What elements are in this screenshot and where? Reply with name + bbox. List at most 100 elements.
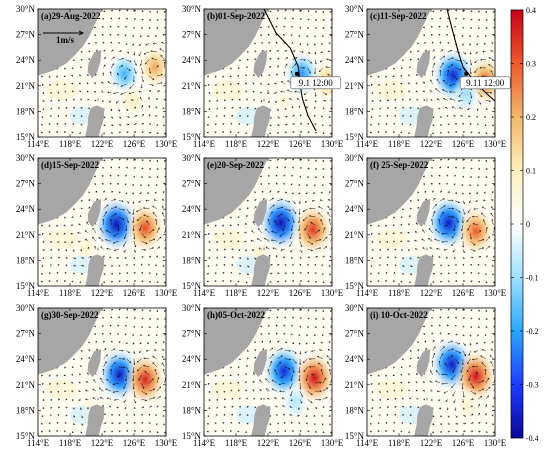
land-taiwan — [416, 199, 431, 228]
land-luzon — [85, 404, 105, 436]
y-tick-label: 27°N — [16, 179, 36, 189]
y-tick-label: 24°N — [345, 204, 365, 214]
y-tick-label: 27°N — [345, 179, 365, 189]
land-china — [38, 158, 102, 225]
y-tick-label: 15°N — [16, 281, 36, 291]
land-luzon — [414, 404, 434, 436]
eddy — [123, 352, 166, 407]
colorbar-tick-label: 0.1 — [526, 167, 536, 176]
eddy — [453, 386, 482, 424]
land-china — [367, 9, 431, 76]
y-tick-label: 15°N — [182, 281, 202, 291]
land-island — [101, 90, 103, 93]
x-tick-label: 130°E — [484, 139, 507, 149]
y-tick-label: 15°N — [16, 431, 36, 441]
land-taiwan — [416, 50, 431, 79]
land-luzon — [251, 404, 271, 436]
y-tick-label: 21°N — [182, 230, 202, 240]
y-tick-label: 24°N — [182, 354, 202, 364]
colorbar-tick-label: -0.1 — [526, 274, 539, 283]
x-tick-label: 114°E — [193, 139, 216, 149]
land-luzon — [251, 254, 271, 286]
y-tick-label: 15°N — [16, 132, 36, 142]
x-tick-label: 122°E — [91, 438, 114, 448]
x-tick-label: 114°E — [27, 438, 50, 448]
y-tick-label: 18°N — [182, 106, 202, 116]
land-taiwan — [253, 349, 268, 378]
y-tick-label: 27°N — [182, 329, 202, 339]
land-island — [97, 397, 99, 401]
eddy — [281, 383, 310, 421]
colorbar-tick-label: 0.2 — [526, 113, 536, 122]
y-tick-label: 30°N — [16, 153, 36, 163]
panel-label: (c)11-Sep-2022 — [370, 11, 427, 21]
y-tick-label: 27°N — [345, 329, 365, 339]
y-tick-label: 18°N — [345, 106, 365, 116]
x-tick-label: 118°E — [225, 288, 248, 298]
typhoon-track — [446, 9, 495, 102]
x-tick-label: 122°E — [257, 438, 280, 448]
x-tick-label: 122°E — [91, 139, 114, 149]
panel-2: 114°E 118°E 122°E 126°E 130°E 30°N 27°N 24°N 21°… — [182, 4, 344, 149]
land-taiwan — [253, 199, 268, 228]
x-tick-label: 130°E — [155, 438, 178, 448]
y-tick-label: 24°N — [182, 204, 202, 214]
panel-label: (f) 25-Sep-2022 — [370, 160, 429, 170]
colorbar: 0.4 0.3 0.2 0.1 0 -0.1 -0.2 -0.3 -0.4 — [510, 6, 539, 443]
land-luzon — [414, 254, 434, 286]
panel-3: 114°E 118°E 122°E 126°E 130°E 30°N 27°N 24°N 21°… — [345, 4, 511, 149]
land-luzon — [85, 105, 105, 137]
scale-label: 1m/s — [56, 35, 74, 45]
track-annotation-box — [290, 76, 342, 90]
y-tick-label: 15°N — [182, 132, 202, 142]
typhoon-track — [263, 9, 317, 132]
land-taiwan — [416, 349, 431, 378]
x-tick-label: 130°E — [155, 288, 178, 298]
track-annotation: 9.1 12:00 — [299, 78, 334, 88]
land-island — [97, 98, 99, 102]
land-island — [426, 247, 428, 251]
land-island — [267, 239, 269, 242]
colorbar-tick-label: 0 — [526, 220, 530, 229]
y-tick-label: 27°N — [345, 30, 365, 40]
y-tick-label: 24°N — [16, 354, 36, 364]
y-tick-label: 24°N — [345, 354, 365, 364]
panel-8: 114°E 118°E 122°E 126°E 130°E 30°N 27°N 24°N 21°… — [182, 303, 344, 448]
x-tick-label: 122°E — [257, 139, 280, 149]
y-tick-label: 18°N — [16, 106, 36, 116]
x-tick-label: 130°E — [484, 288, 507, 298]
land-taiwan — [87, 349, 102, 378]
x-tick-label: 118°E — [225, 139, 248, 149]
panel-6: 114°E 118°E 122°E 126°E 130°E 30°N 27°N 24°N 21°… — [345, 153, 507, 298]
y-tick-label: 18°N — [182, 255, 202, 265]
y-tick-label: 21°N — [345, 380, 365, 390]
x-tick-label: 126°E — [289, 288, 312, 298]
land-island — [263, 397, 265, 401]
land-island — [263, 247, 265, 251]
y-tick-label: 21°N — [345, 81, 365, 91]
land-island — [101, 389, 103, 392]
x-tick-label: 126°E — [123, 139, 146, 149]
land-island — [430, 239, 432, 242]
y-tick-label: 21°N — [182, 81, 202, 91]
land-island — [263, 98, 265, 102]
y-tick-label: 30°N — [182, 4, 202, 14]
colorbar-tick-label: -0.2 — [526, 327, 539, 336]
y-tick-label: 30°N — [16, 303, 36, 313]
x-tick-label: 118°E — [59, 288, 82, 298]
x-tick-label: 122°E — [91, 288, 114, 298]
panel-label: (i) 10-Oct-2022 — [370, 310, 428, 320]
velocity-vectors — [40, 158, 166, 284]
x-tick-label: 126°E — [123, 438, 146, 448]
x-tick-label: 130°E — [155, 139, 178, 149]
y-tick-label: 24°N — [345, 55, 365, 65]
panel-label: (h)05-Oct-2022 — [207, 310, 265, 320]
y-tick-label: 18°N — [16, 405, 36, 415]
land-island — [267, 389, 269, 392]
x-tick-label: 118°E — [59, 139, 82, 149]
y-tick-label: 27°N — [182, 179, 202, 189]
x-tick-label: 126°E — [452, 139, 475, 149]
x-tick-label: 114°E — [27, 288, 50, 298]
panels: 114°E 118°E 122°E 126°E 130°E 30°N 27°N 24°N 21°… — [16, 4, 511, 448]
x-tick-label: 118°E — [59, 438, 82, 448]
